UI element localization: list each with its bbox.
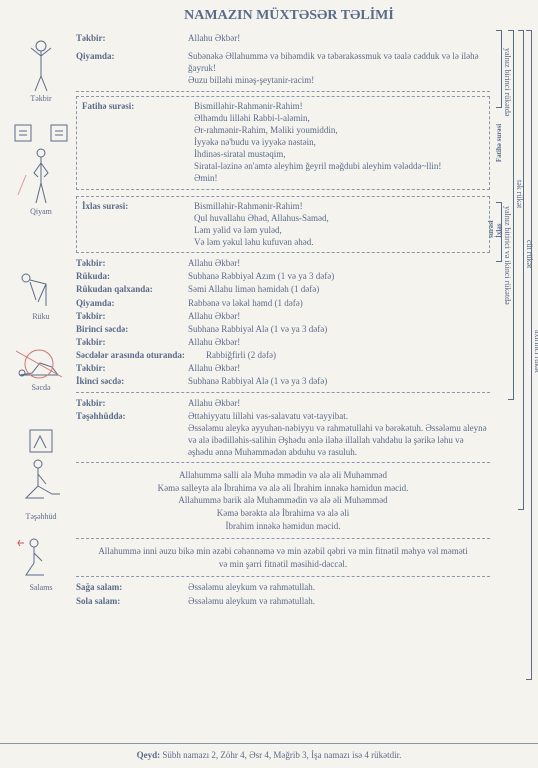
main-content: Təkbir Qiyam Rüku Səcdə Təşəhhüd Salams bbox=[0, 32, 538, 608]
figure-takbir: Təkbir bbox=[6, 36, 76, 103]
ixlas-box: İxlas surəsi İxlas surəsi: Bismilləhir-R… bbox=[76, 196, 490, 254]
row-ikinci: İkinci səcdə: Subhanə Rabbiyəl Alə (1 və… bbox=[76, 375, 490, 387]
figure-label: Rüku bbox=[6, 312, 76, 321]
value: Əssələmu aleykum və rahmətullah. bbox=[188, 595, 490, 607]
figure-tashahhud: Təşəhhüd bbox=[6, 428, 76, 521]
label: İxlas surəsi: bbox=[82, 200, 194, 249]
label: Sola salam: bbox=[76, 595, 188, 607]
dua-block: Allahummə inni əuzu bikə min əzəbi cəhən… bbox=[93, 545, 473, 570]
row-saga-salam: Sağa salam: Əssələmu aleykum və rahmətul… bbox=[76, 581, 490, 593]
figure-ruku: Rüku bbox=[6, 266, 76, 321]
fatiha-box: Fatihə surəsi Fatihə surəsi: Bismilləhir… bbox=[76, 96, 490, 190]
label: Fatihə surəsi: bbox=[82, 100, 194, 185]
row-birinci: Birinci səcdə: Subhanə Rabbiyəl Alə (1 v… bbox=[76, 323, 490, 335]
value: Subhanə Rəbbiyəl Azım (1 və ya 3 dəfə) bbox=[188, 270, 490, 282]
separator bbox=[76, 576, 490, 577]
figure-label: Təkbir bbox=[6, 94, 76, 103]
row-rukudan: Rükudan qalxanda: Səmi Allahu limən həmi… bbox=[76, 283, 490, 295]
label: İkinci səcdə: bbox=[76, 375, 188, 387]
value: Rabbiğfirli (2 dəfə) bbox=[206, 349, 490, 361]
row-tashahhud: Təşəhhüddə: Əttəhiyyatu lilləhi vəs-sala… bbox=[76, 410, 490, 459]
separator bbox=[76, 392, 490, 393]
label: Təkbir: bbox=[76, 336, 188, 348]
row-takbir4: Təkbir: Allahu Əkbər! bbox=[76, 336, 490, 348]
label: Birinci səcdə: bbox=[76, 323, 188, 335]
label: Səcdələr arasında oturanda: bbox=[76, 349, 206, 361]
value: Bismilləhir-Rahmənir-Rahim! Əlhəmdu lill… bbox=[194, 100, 484, 185]
separator bbox=[76, 462, 490, 463]
value: Əssələmu aleykum və rahmətullah. bbox=[188, 581, 490, 593]
row-arasinda: Səcdələr arasında oturanda: Rabbiğfirli … bbox=[76, 349, 490, 361]
row-takbir5: Təkbir: Allahu Əkbər! bbox=[76, 362, 490, 374]
separator bbox=[76, 538, 490, 539]
figures-column: Təkbir Qiyam Rüku Səcdə Təşəhhüd Salams bbox=[6, 32, 76, 608]
text-column: Təkbir: Allahu Əkbər! Qiyamda: Subənəkə … bbox=[76, 32, 538, 608]
figure-sacda: Səcdə bbox=[6, 345, 76, 392]
row-takbir6: Təkbir: Allahu Əkbər! bbox=[76, 397, 490, 409]
figure-salams: Salams bbox=[6, 533, 76, 592]
bracket-column: yalnız birinci rükətdə yalnız bitirici v… bbox=[492, 30, 532, 650]
label: Təkbir: bbox=[76, 310, 188, 322]
label: Təkbir: bbox=[76, 32, 188, 44]
figure-label: Salams bbox=[6, 583, 76, 592]
value: Allahu Əkbər! bbox=[188, 362, 490, 374]
row-takbir3: Təkbir: Allahu Əkbər! bbox=[76, 310, 490, 322]
label: Qiyamda: bbox=[76, 297, 188, 309]
row-qiyamda: Qiyamda: Subənəkə Əllahummə və bihəmdik … bbox=[76, 50, 490, 86]
figure-qiyam: Qiyam bbox=[6, 121, 76, 216]
label: Təşəhhüddə: bbox=[76, 410, 188, 459]
value: Rabbənə və ləkəl həmd (1 dəfə) bbox=[188, 297, 490, 309]
label: Təkbir: bbox=[76, 257, 188, 269]
footer-value: Sübh namazı 2, Zöhr 4, Əsr 4, Məğrib 3, … bbox=[160, 750, 401, 760]
value: Allahu Əkbər! bbox=[188, 336, 490, 348]
label: Rükuda: bbox=[76, 270, 188, 282]
row-takbir2: Təkbir: Allahu Əkbər! bbox=[76, 257, 490, 269]
figure-label: Qiyam bbox=[6, 207, 76, 216]
label: Təkbir: bbox=[76, 397, 188, 409]
value: Allahu Əkbər! bbox=[188, 310, 490, 322]
row-takbir: Təkbir: Allahu Əkbər! bbox=[76, 32, 490, 44]
row-qiyamda2: Qiyamda: Rabbənə və ləkəl həmd (1 dəfə) bbox=[76, 297, 490, 309]
row-rukuda: Rükuda: Subhanə Rəbbiyəl Azım (1 və ya 3… bbox=[76, 270, 490, 282]
figure-label: Təşəhhüd bbox=[6, 512, 76, 521]
salli-block: Allahummə salli alə Muhə mmədin və alə ə… bbox=[93, 469, 473, 532]
label: Sağa salam: bbox=[76, 581, 188, 593]
footer-note: Qeyd: Sübh namazı 2, Zöhr 4, Əsr 4, Məğr… bbox=[0, 743, 538, 760]
value: Allahu Əkbər! bbox=[188, 257, 490, 269]
label: Qiyamda: bbox=[76, 50, 188, 86]
value: Allahu Əkbər! bbox=[188, 397, 490, 409]
value: Allahu Əkbər! bbox=[188, 32, 490, 44]
value: Bismilləhir-Rahmənir-Rahim! Qul huvallah… bbox=[194, 200, 484, 249]
row-sola-salam: Sola salam: Əssələmu aleykum və rahmətul… bbox=[76, 595, 490, 607]
bracket-label: axırıncı rükət bbox=[533, 330, 538, 373]
figure-label: Səcdə bbox=[6, 383, 76, 392]
value: Subhanə Rabbiyəl Alə (1 və ya 3 dəfə) bbox=[188, 323, 490, 335]
value: Səmi Allahu limən həmidəh (1 dəfə) bbox=[188, 283, 490, 295]
value: Subənəkə Əllahummə və bihəmdik və təbəra… bbox=[188, 50, 490, 86]
label: Rükudan qalxanda: bbox=[76, 283, 188, 295]
value: Əttəhiyyatu lilləhi vəs-salavatu vət-tay… bbox=[188, 410, 490, 459]
page-title: NAMAZIN MÜXTƏSƏR TƏLİMİ bbox=[40, 8, 538, 24]
label: Təkbir: bbox=[76, 362, 188, 374]
separator bbox=[76, 91, 490, 92]
footer-label: Qeyd: bbox=[137, 750, 161, 760]
value: Subhanə Rabbiyəl Alə (1 və ya 3 dəfə) bbox=[188, 375, 490, 387]
